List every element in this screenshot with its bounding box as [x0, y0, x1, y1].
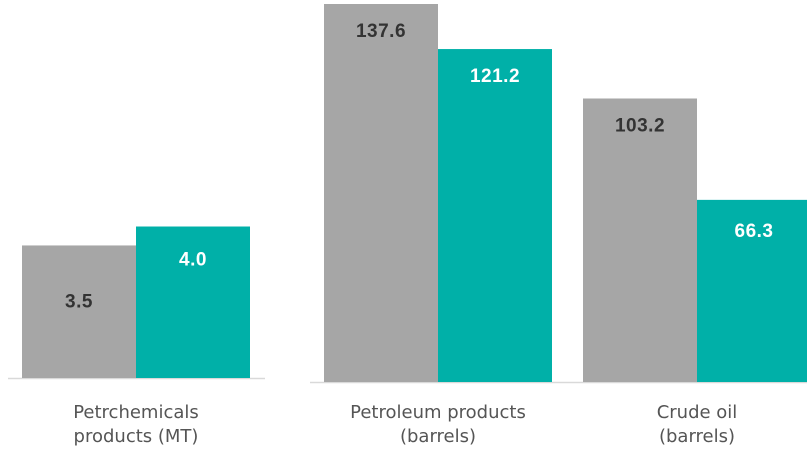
bar-series-0-cat-0: [22, 245, 136, 378]
bar-series-1-cat-1: [697, 199, 807, 382]
bar-series-0-cat-0: [324, 4, 438, 382]
data-label-series-1-cat-0: 4.0: [179, 250, 207, 271]
data-label-series-1-cat-0: 121.2: [470, 66, 520, 87]
data-label-series-0-cat-1: 103.2: [615, 116, 665, 137]
category-label-0: Petroleum products (barrels): [350, 402, 526, 447]
data-label-series-0-cat-0: 137.6: [356, 21, 406, 42]
category-label-0: Petrchemicals products (MT): [73, 402, 199, 447]
bar-series-1-cat-0: [438, 49, 552, 382]
panel-petrochemicals: 3.5 4.0 Petrchemicals products (MT): [8, 226, 265, 447]
data-label-series-1-cat-1: 66.3: [735, 221, 774, 242]
category-label-1: Crude oil (barrels): [657, 402, 738, 447]
bar-series-0-cat-1: [583, 98, 697, 382]
bar-series-1-cat-0: [136, 226, 250, 378]
data-label-series-0-cat-0: 3.5: [65, 291, 93, 312]
panel-petroleum-crude: 137.6 121.2 Petroleum products (barrels) 103…: [310, 4, 807, 447]
